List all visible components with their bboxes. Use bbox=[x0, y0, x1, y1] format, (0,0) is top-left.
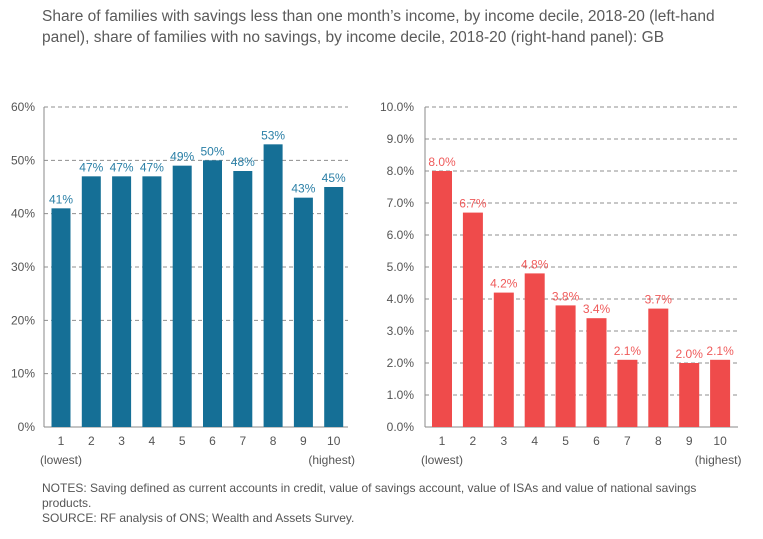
right-data-label: 3.4% bbox=[583, 302, 611, 316]
right-data-label: 3.7% bbox=[645, 293, 673, 307]
right-data-label: 3.8% bbox=[552, 289, 580, 303]
right-data-label: 2.1% bbox=[614, 344, 642, 358]
left-bar bbox=[142, 176, 162, 427]
chart-title: Share of families with savings less than… bbox=[42, 8, 715, 46]
right-ytick-label: 7.0% bbox=[387, 196, 415, 210]
left-data-label: 49% bbox=[170, 150, 194, 164]
left-ytick-label: 60% bbox=[11, 100, 35, 114]
right-bar bbox=[648, 308, 669, 427]
right-lowest-note: (lowest) bbox=[421, 453, 463, 467]
left-lowest-note: (lowest) bbox=[40, 453, 82, 467]
right-bar bbox=[432, 171, 452, 427]
right-data-label: 2.0% bbox=[676, 347, 704, 361]
right-xtick-label: 2 bbox=[470, 434, 477, 448]
chart-canvas: 0% 10% 20% 30% 40% 50% 60% 41% 1 47% 2 47% 3 47% 4 49% 5… bbox=[11, 100, 741, 467]
right-xtick-label: 5 bbox=[562, 434, 569, 448]
right-ytick-label: 3.0% bbox=[387, 324, 415, 338]
left-ytick-label: 50% bbox=[11, 153, 35, 167]
left-xtick-label: 5 bbox=[179, 434, 186, 448]
left-xtick-label: 9 bbox=[300, 434, 307, 448]
left-bar bbox=[324, 187, 344, 427]
left-bar bbox=[293, 197, 313, 427]
left-bar bbox=[263, 144, 283, 428]
right-xtick-label: 10 bbox=[713, 434, 727, 448]
left-bar bbox=[203, 160, 222, 428]
left-bar bbox=[172, 165, 192, 427]
left-data-label: 47% bbox=[140, 160, 164, 174]
left-data-label: 41% bbox=[49, 192, 73, 206]
left-data-label: 47% bbox=[110, 160, 134, 174]
right-bar bbox=[710, 359, 731, 427]
left-xtick-label: 10 bbox=[327, 434, 341, 448]
left-data-label: 53% bbox=[261, 128, 285, 142]
right-panel: 0.0% 1.0% 2.0% 3.0% 4.0% 5.0% 6.0% 7.0% 8.0% 9.0%… bbox=[380, 100, 741, 467]
left-xtick-label: 2 bbox=[88, 434, 95, 448]
right-data-label: 6.7% bbox=[459, 197, 487, 211]
right-bar bbox=[524, 273, 545, 427]
left-data-label: 45% bbox=[322, 171, 346, 185]
left-highest-note: (highest) bbox=[308, 453, 355, 467]
right-ytick-label: 4.0% bbox=[387, 292, 415, 306]
notes-text: NOTES: Saving defined as current account… bbox=[42, 481, 697, 510]
left-data-label: 48% bbox=[231, 155, 255, 169]
right-xtick-label: 4 bbox=[531, 434, 538, 448]
left-xtick-label: 4 bbox=[149, 434, 156, 448]
right-data-label: 8.0% bbox=[428, 155, 456, 169]
right-ytick-label: 8.0% bbox=[387, 164, 415, 178]
right-xtick-label: 7 bbox=[624, 434, 631, 448]
right-bar bbox=[462, 212, 483, 427]
right-data-label: 4.8% bbox=[521, 257, 549, 271]
right-xtick-label: 1 bbox=[439, 434, 446, 448]
left-ytick-label: 30% bbox=[11, 260, 35, 274]
right-xtick-label: 8 bbox=[655, 434, 662, 448]
left-bar bbox=[81, 176, 101, 427]
right-xtick-label: 6 bbox=[593, 434, 600, 448]
chart-notes: NOTES: Saving defined as current account… bbox=[42, 481, 742, 526]
right-data-label: 2.1% bbox=[706, 344, 734, 358]
left-ytick-label: 40% bbox=[11, 207, 35, 221]
left-panel: 0% 10% 20% 30% 40% 50% 60% 41% 1 47% 2 47% 3 47% 4 49% 5… bbox=[11, 100, 355, 467]
right-ytick-label: 5.0% bbox=[387, 260, 415, 274]
left-data-label: 43% bbox=[291, 182, 315, 196]
right-ytick-label: 0.0% bbox=[387, 420, 415, 434]
right-bar bbox=[617, 359, 638, 427]
right-bar bbox=[493, 292, 514, 427]
right-bar bbox=[679, 363, 700, 427]
left-bar bbox=[112, 176, 132, 427]
left-data-label: 50% bbox=[200, 144, 224, 158]
right-xtick-label: 3 bbox=[500, 434, 507, 448]
right-bar bbox=[586, 318, 607, 427]
left-xtick-label: 1 bbox=[58, 434, 65, 448]
left-bar bbox=[51, 208, 71, 427]
right-bar bbox=[555, 305, 576, 427]
left-xtick-label: 3 bbox=[118, 434, 125, 448]
left-bar bbox=[233, 171, 253, 427]
right-highest-note: (highest) bbox=[695, 453, 742, 467]
left-data-label: 47% bbox=[79, 160, 103, 174]
right-ytick-label: 10.0% bbox=[380, 100, 414, 114]
left-ytick-label: 0% bbox=[18, 420, 36, 434]
source-text: SOURCE: RF analysis of ONS; Wealth and A… bbox=[42, 511, 355, 525]
left-xtick-label: 6 bbox=[209, 434, 216, 448]
right-ytick-label: 6.0% bbox=[387, 228, 415, 242]
right-data-label: 4.2% bbox=[490, 277, 518, 291]
left-xtick-label: 8 bbox=[270, 434, 277, 448]
right-ytick-label: 1.0% bbox=[387, 388, 415, 402]
left-xtick-label: 7 bbox=[239, 434, 246, 448]
right-ytick-label: 2.0% bbox=[387, 356, 415, 370]
left-ytick-label: 20% bbox=[11, 313, 35, 327]
right-xtick-label: 9 bbox=[686, 434, 693, 448]
right-ytick-label: 9.0% bbox=[387, 132, 415, 146]
left-ytick-label: 10% bbox=[11, 367, 35, 381]
